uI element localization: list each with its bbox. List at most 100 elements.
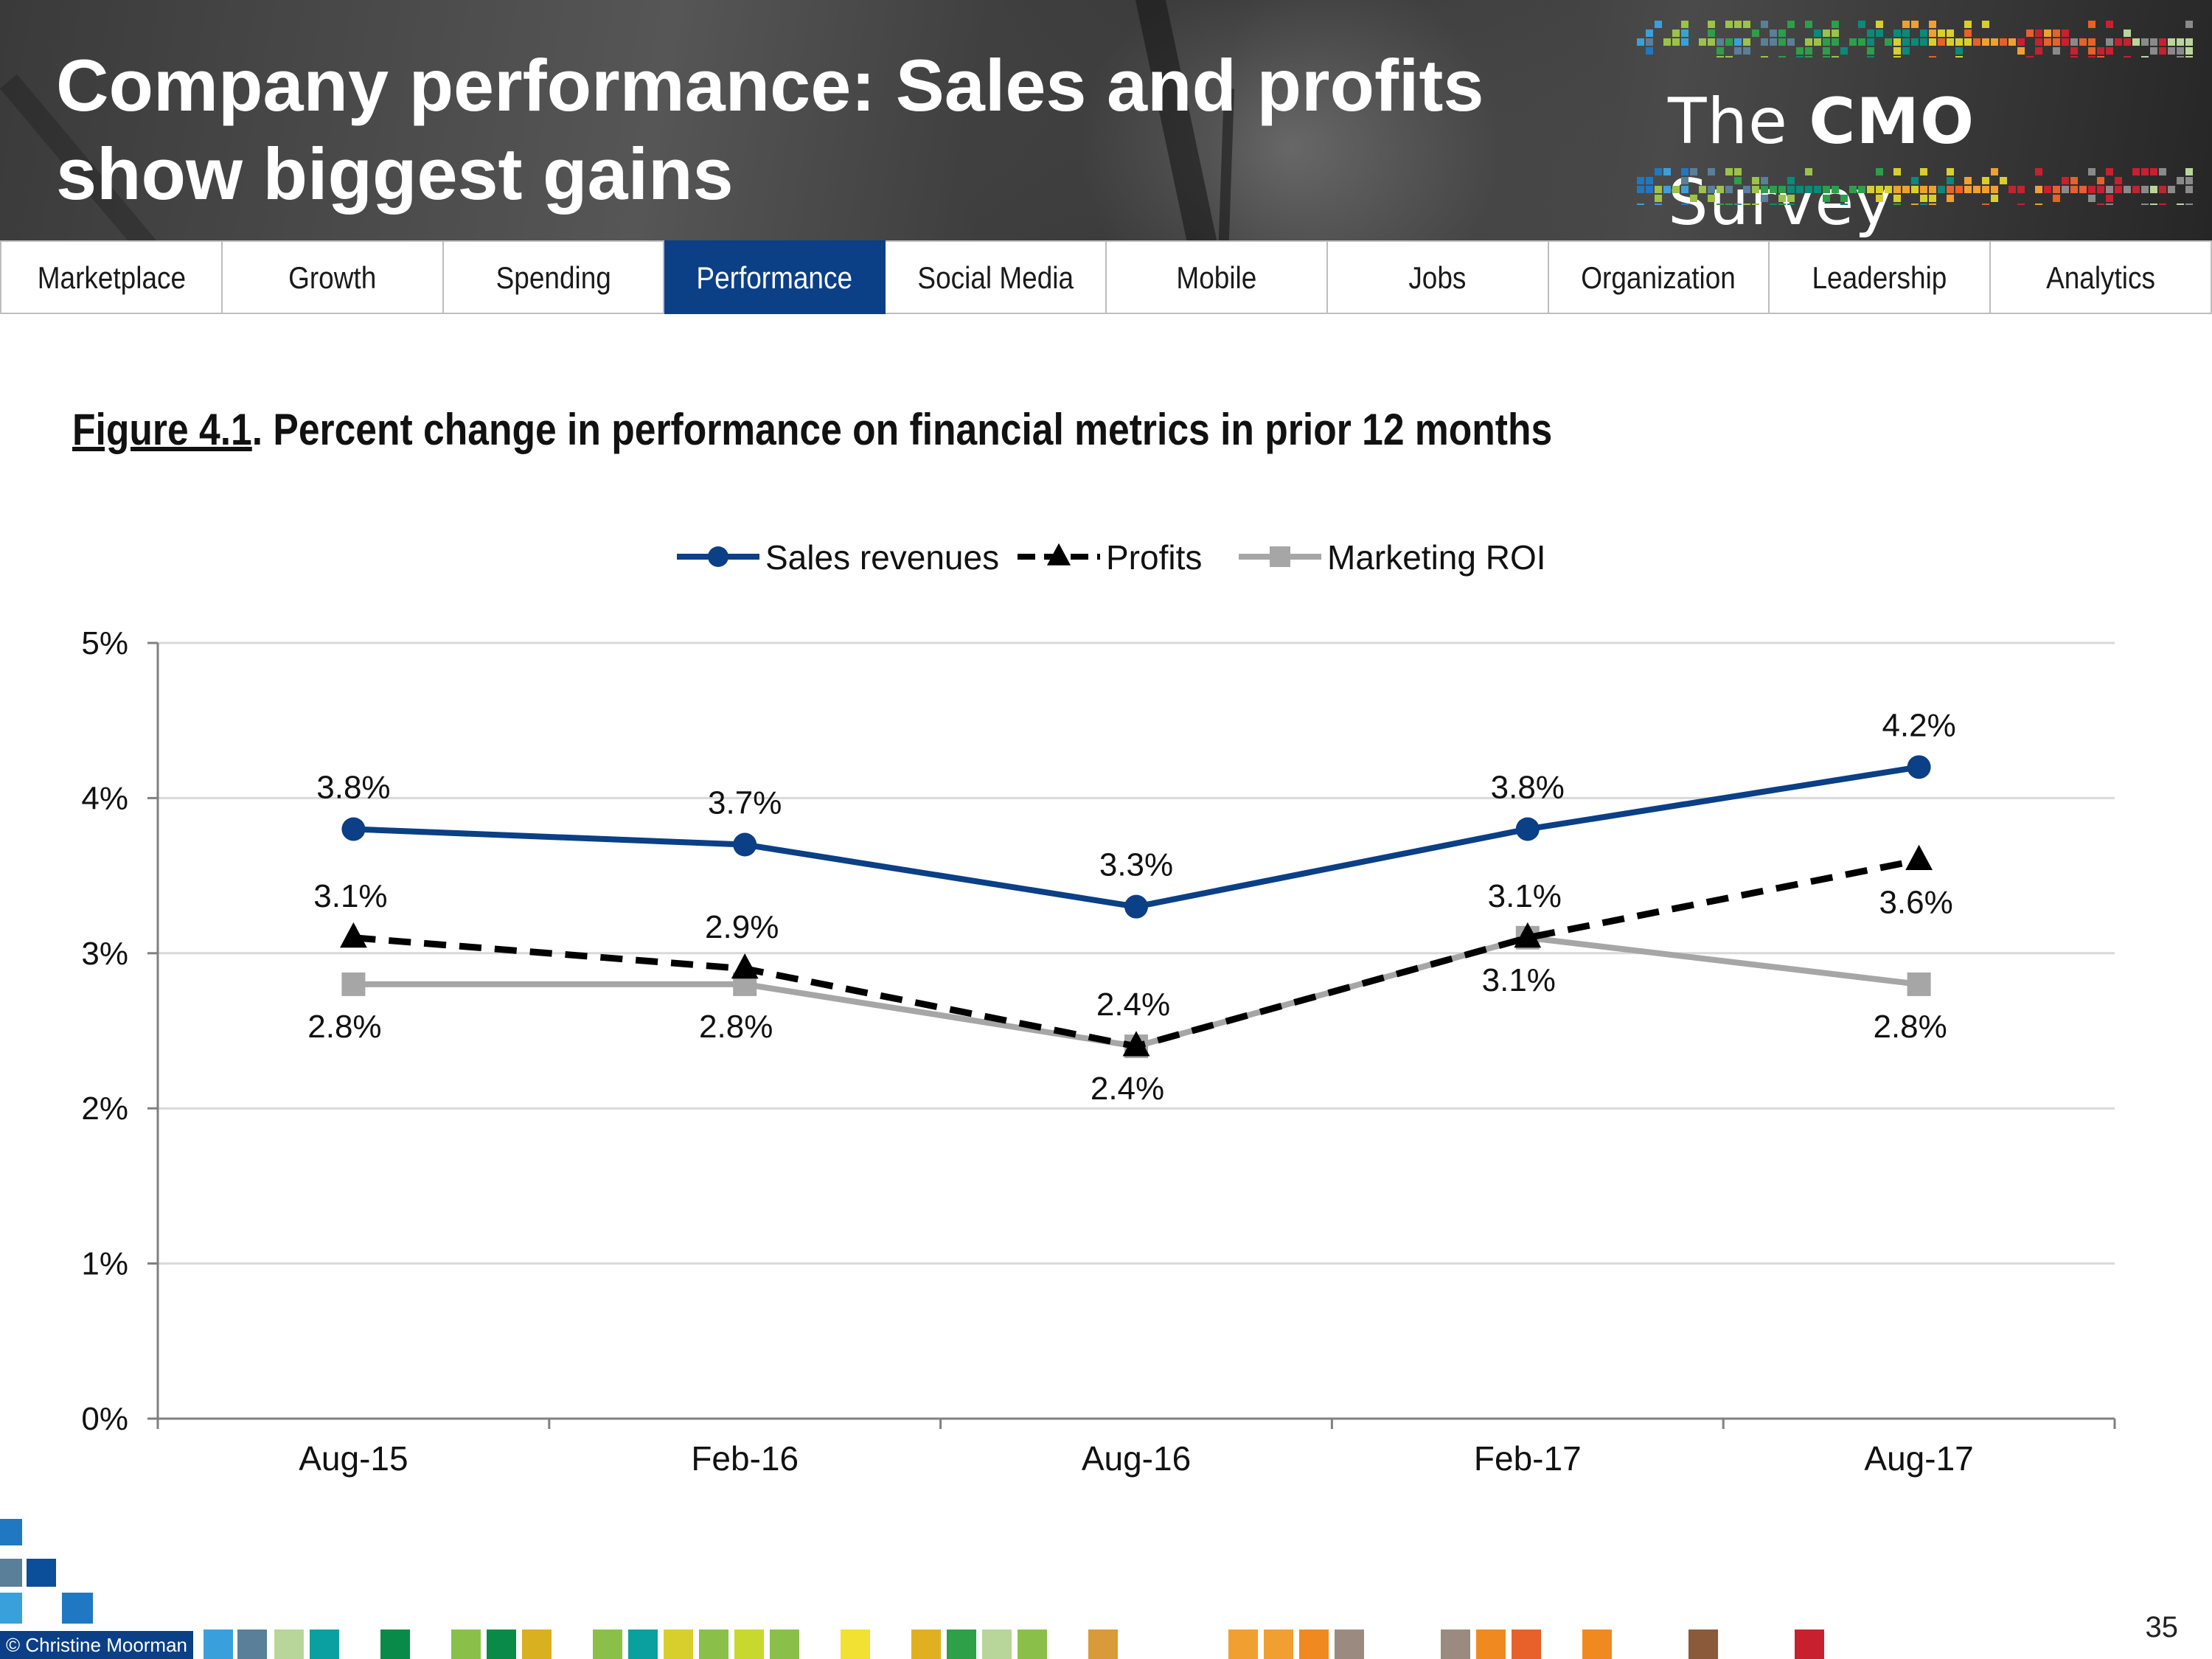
- tab-analytics[interactable]: Analytics: [1991, 240, 2212, 314]
- pixel-square: [2185, 186, 2193, 193]
- pixel-square: [2141, 56, 2149, 58]
- decor-square: [0, 1559, 22, 1587]
- pixel-square: [1725, 21, 1733, 28]
- pixel-square: [2026, 29, 2034, 37]
- pixel-square: [1805, 186, 1812, 193]
- pixel-square: [2053, 47, 2060, 55]
- pixel-square: [1787, 21, 1795, 28]
- pixel-square: [1973, 38, 1980, 46]
- data-label: 3.1%: [1488, 878, 1562, 914]
- pixel-square: [1823, 38, 1830, 46]
- decor-square: [522, 1630, 552, 1659]
- pixel-square: [1681, 204, 1688, 205]
- pixel-square: [2017, 204, 2025, 205]
- y-tick-label: 4%: [81, 780, 128, 816]
- pixel-square: [1672, 29, 1680, 37]
- pixel-square: [2053, 186, 2060, 193]
- pixel-square: [2088, 21, 2096, 28]
- pixel-square: [2124, 56, 2131, 58]
- pixel-square: [2097, 204, 2104, 205]
- pixel-square: [1911, 21, 1919, 28]
- pixel-square: [1849, 186, 1857, 193]
- pixel-square: [1708, 29, 1715, 37]
- data-point: [731, 953, 759, 979]
- pixel-square: [1770, 204, 1777, 205]
- pixel-square: [1681, 186, 1688, 193]
- pixel-square: [1929, 204, 1936, 205]
- pixel-square: [2035, 168, 2042, 175]
- pixel-square: [1734, 204, 1742, 205]
- logo-pixel-strip-top: [1637, 21, 2193, 58]
- pixel-square: [2177, 47, 2184, 55]
- pixel-square: [1708, 38, 1715, 46]
- pixel-square: [2185, 56, 2193, 58]
- pixel-square: [1982, 38, 1989, 46]
- pixel-square: [1725, 204, 1733, 205]
- pixel-square: [1823, 56, 1830, 58]
- tab-label: Analytics: [2046, 260, 2156, 295]
- pixel-square: [2070, 56, 2078, 58]
- tab-marketplace[interactable]: Marketplace: [0, 240, 223, 314]
- pixel-square: [1699, 186, 1706, 193]
- tab-performance[interactable]: Performance: [664, 240, 886, 314]
- decor-square: [1688, 1630, 1718, 1659]
- data-point: [708, 546, 728, 567]
- tab-label: Social Media: [917, 260, 1074, 295]
- decor-square: [664, 1630, 693, 1659]
- pixel-square: [1814, 186, 1821, 193]
- pixel-square: [2159, 38, 2166, 46]
- pixel-square: [1893, 47, 1901, 55]
- pixel-square: [1911, 177, 1919, 184]
- pixel-square: [1770, 38, 1777, 46]
- data-label: 4.2%: [1882, 707, 1955, 743]
- tab-spending[interactable]: Spending: [443, 240, 665, 314]
- tab-social-media[interactable]: Social Media: [886, 240, 1107, 314]
- tab-organization[interactable]: Organization: [1548, 240, 1770, 314]
- pixel-square: [1743, 47, 1750, 55]
- pixel-square: [1893, 195, 1901, 202]
- pixel-square: [1832, 186, 1839, 193]
- tab-leadership[interactable]: Leadership: [1770, 240, 1992, 314]
- pixel-square: [1796, 186, 1804, 193]
- pixel-square: [1832, 21, 1839, 28]
- data-label: 2.8%: [699, 1009, 773, 1045]
- pixel-square: [1637, 38, 1644, 46]
- data-point: [1905, 844, 1933, 870]
- tab-jobs[interactable]: Jobs: [1327, 240, 1549, 314]
- pixel-square: [2141, 204, 2149, 205]
- pixel-square: [1964, 186, 1972, 193]
- series-line: [353, 764, 1920, 910]
- pixel-square: [1655, 195, 1662, 202]
- tab-label: Marketplace: [37, 260, 186, 295]
- pixel-square: [2070, 186, 2078, 193]
- y-tick-label: 1%: [81, 1246, 128, 1282]
- pixel-square: [1796, 47, 1804, 55]
- decor-square: [487, 1630, 516, 1659]
- pixel-square: [2124, 38, 2131, 46]
- pixel-square: [1655, 204, 1662, 205]
- pixel-square: [1832, 38, 1839, 46]
- y-tick-label: 2%: [81, 1091, 128, 1127]
- pixel-square: [2070, 38, 2078, 46]
- pixel-square: [1743, 186, 1750, 193]
- x-tick-label: Aug-15: [299, 1439, 408, 1478]
- pixel-square: [1778, 204, 1786, 205]
- pixel-square: [1867, 29, 1874, 37]
- tab-growth[interactable]: Growth: [222, 240, 444, 314]
- copyright-notice: © Christine Moorman: [0, 1631, 194, 1659]
- pixel-square: [1725, 186, 1733, 193]
- decor-square: [274, 1630, 304, 1659]
- pixel-square: [1893, 204, 1901, 205]
- pixel-square: [2177, 38, 2184, 46]
- pixel-square: [1717, 204, 1724, 205]
- decor-square: [0, 1593, 22, 1624]
- pixel-square: [1681, 29, 1688, 37]
- pixel-square: [1655, 186, 1662, 193]
- data-label: 3.6%: [1879, 885, 1952, 921]
- decor-square: [1795, 1630, 1824, 1659]
- pixel-square: [1823, 186, 1830, 193]
- decor-square: [310, 1630, 339, 1659]
- pixel-square: [1708, 168, 1715, 175]
- tab-mobile[interactable]: Mobile: [1106, 240, 1328, 314]
- pixel-square: [1947, 186, 1954, 193]
